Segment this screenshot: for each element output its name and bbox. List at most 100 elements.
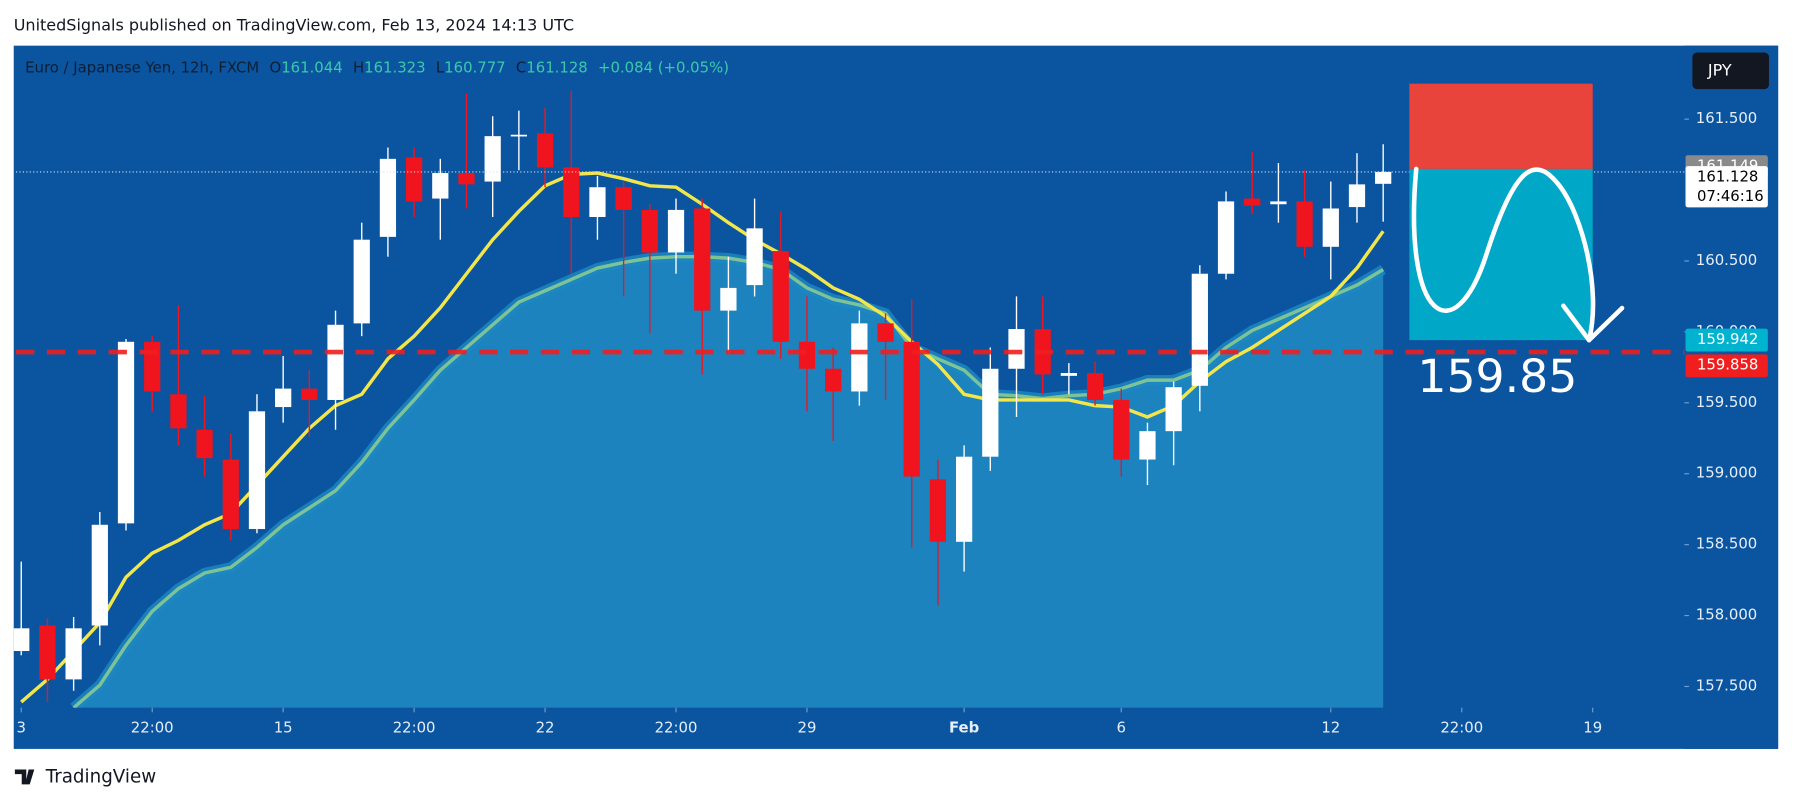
stop-zone — [1409, 83, 1593, 169]
x-tick-label: 15 — [274, 718, 293, 736]
candle-body — [65, 628, 82, 680]
candle-body — [798, 341, 816, 369]
candle-body — [196, 429, 213, 459]
candle-body — [1244, 198, 1261, 206]
candle-body — [955, 456, 973, 542]
candle-body — [563, 167, 580, 218]
candle-body — [144, 341, 161, 392]
x-tick-label: 12 — [1321, 718, 1340, 736]
candle-body — [851, 323, 868, 392]
y-tick-label: 159.000 — [1696, 464, 1757, 482]
candle-body — [1139, 431, 1156, 460]
price-label: 159.942 — [1697, 330, 1758, 348]
candle-body — [1191, 273, 1208, 386]
candle-body — [746, 228, 763, 286]
candle-body — [1008, 329, 1025, 369]
candle-body — [432, 173, 449, 199]
y-tick-label: 160.500 — [1696, 251, 1757, 269]
x-tick-label: 6 — [1117, 718, 1126, 736]
candle-body — [301, 388, 318, 400]
area-fill — [73, 256, 1384, 708]
x-tick-label: 22:00 — [393, 718, 436, 736]
candle-body — [1322, 208, 1339, 247]
candle-body — [405, 157, 423, 202]
candle-body — [458, 173, 475, 185]
candle-body — [1217, 201, 1235, 274]
x-tick-label: 22:00 — [655, 718, 698, 736]
annotation: 159.85 — [1417, 350, 1577, 403]
legend-key: L — [436, 59, 445, 77]
candle-body — [982, 368, 999, 457]
x-tick-label: 29 — [798, 718, 817, 736]
legend-value: 161.044 — [281, 59, 342, 77]
legend: Euro / Japanese Yen, 12h, FXCM O161.044 H1… — [25, 59, 729, 77]
header: UnitedSignals published on TradingView.c… — [14, 16, 574, 35]
x-tick-label: 22:00 — [1440, 718, 1483, 736]
candle-body — [1165, 387, 1182, 432]
y-tick-label: 159.500 — [1696, 393, 1757, 411]
legend-value: 160.777 — [444, 59, 505, 77]
candle-body — [929, 479, 947, 542]
plot — [13, 90, 1392, 708]
price-label: 161.128 — [1697, 168, 1758, 186]
candle-body — [510, 134, 527, 137]
y-tick-label: 158.500 — [1696, 535, 1757, 553]
forecast-arrowhead — [1561, 303, 1625, 343]
candle-body — [1296, 201, 1313, 247]
candle-body — [615, 187, 632, 210]
candle-body — [1086, 373, 1104, 400]
candle-body — [589, 187, 606, 218]
currency-label: JPY — [1707, 60, 1732, 79]
y-tick-label: 158.000 — [1696, 606, 1757, 624]
candle-body — [1270, 201, 1287, 205]
legend-value: 161.323 — [364, 59, 425, 77]
candle-body — [327, 324, 344, 400]
x-tick-label: 3 — [17, 718, 26, 736]
x-tick-label: 19 — [1583, 718, 1602, 736]
candle-body — [248, 411, 266, 530]
candle-body — [877, 323, 894, 342]
forecast-curve — [1411, 166, 1596, 343]
candle-body — [170, 394, 187, 429]
candle-body — [484, 136, 501, 182]
candle-body — [1348, 184, 1366, 208]
legend-key: H — [353, 59, 364, 77]
price-label-box — [1685, 166, 1768, 208]
price-label-box — [1685, 328, 1768, 352]
x-tick-label: 22:00 — [131, 718, 174, 736]
legend-value: 161.128 — [526, 59, 587, 77]
countdown: 07:46:16 — [1697, 187, 1764, 205]
candle-body — [1060, 373, 1078, 376]
candle-body — [222, 459, 239, 530]
legend-key: O — [270, 59, 282, 77]
candle-body — [536, 133, 554, 168]
candle-body — [667, 209, 685, 253]
candle-body — [1113, 399, 1130, 460]
candle-body — [641, 209, 658, 253]
y-tick-label: 157.500 — [1696, 676, 1757, 694]
y-tick-label: 161.500 — [1696, 109, 1757, 127]
candle-body — [825, 368, 842, 392]
x-tick-label: 22 — [536, 718, 555, 736]
price-label-box — [1685, 354, 1768, 378]
candle-body — [39, 625, 56, 680]
candle-body — [903, 341, 920, 477]
candle-body — [353, 239, 370, 324]
x-tick-label: Feb — [949, 718, 979, 736]
legend-key: C — [516, 59, 526, 77]
candle-body — [694, 208, 711, 311]
legend-title: Euro / Japanese Yen, 12h, FXCM — [25, 59, 259, 77]
candle-body — [772, 251, 789, 342]
candle-body — [275, 388, 292, 408]
candle-body — [1375, 171, 1392, 184]
tradingview-logo — [14, 769, 35, 785]
candle-body — [720, 287, 737, 311]
candle-body — [13, 628, 30, 652]
price-label: 159.858 — [1697, 356, 1758, 374]
candle-body — [379, 158, 397, 237]
candle-body — [91, 524, 108, 626]
candle-body — [117, 341, 135, 524]
legend-change: +0.084 (+0.05%) — [598, 59, 729, 77]
currency-button[interactable] — [1692, 52, 1769, 90]
